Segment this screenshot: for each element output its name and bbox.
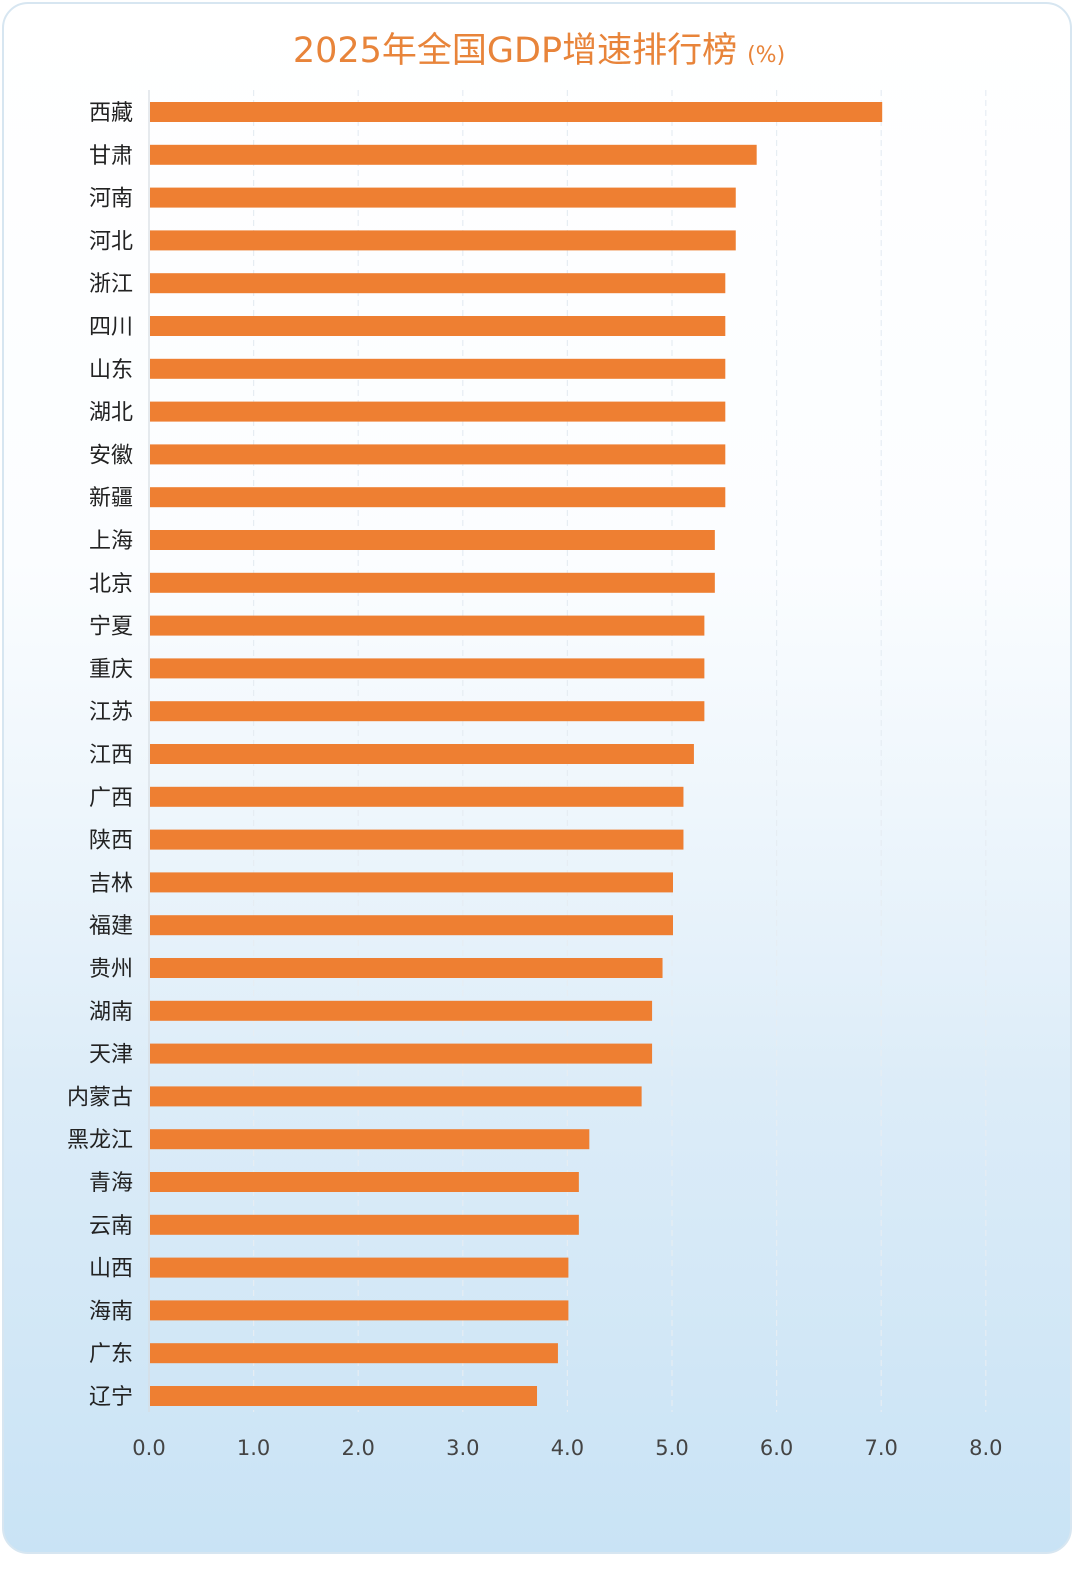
bar [150,1043,653,1064]
category-label: 新疆 [89,486,133,511]
category-label: 青海 [89,1171,133,1196]
category-label: 甘肃 [89,144,133,169]
x-tick-label: 7.0 [864,1436,897,1460]
category-label: 宁夏 [89,615,133,640]
category-label: 山西 [89,1257,133,1282]
bar [150,1300,569,1321]
category-label: 西藏 [89,101,133,126]
bar [150,144,757,165]
bar [150,487,726,508]
category-label: 北京 [89,572,133,597]
category-label: 河北 [89,229,133,254]
category-label: 江苏 [89,700,133,725]
category-label: 安徽 [89,443,133,468]
category-label: 广西 [89,786,133,811]
category-label: 上海 [89,529,133,554]
bar [150,701,705,722]
bar [150,1214,579,1235]
x-tick-label: 0.0 [132,1436,165,1460]
category-label: 海南 [89,1299,133,1324]
bar [150,102,883,122]
category-label: 贵州 [89,957,133,982]
x-tick-label: 4.0 [551,1436,584,1460]
category-label: 广东 [89,1342,133,1367]
category-label: 湖南 [89,1000,133,1025]
category-label: 天津 [89,1043,133,1068]
chart-card: 2025年全国GDP增速排行榜 (%) [2,2,1072,1554]
bar [150,1172,579,1192]
category-label: 黑龙江 [67,1128,133,1153]
category-label: 云南 [89,1214,133,1239]
bar [150,744,694,764]
bar [150,915,673,936]
bar [150,530,715,550]
bar [150,615,705,636]
bar [150,829,684,850]
category-label: 辽宁 [89,1385,133,1410]
bar [150,273,726,294]
bar [150,358,726,379]
chart-title-wrap: 2025年全国GDP增速排行榜 (%) [4,22,1070,73]
bar [150,1257,569,1278]
category-label: 福建 [89,914,133,939]
category-label: 陕西 [89,829,133,854]
bar [150,572,715,593]
x-tick-label: 2.0 [341,1436,374,1460]
x-tick-label: 8.0 [969,1436,1002,1460]
bar [150,1000,653,1021]
bar [150,786,684,807]
bar [150,187,736,208]
category-label: 浙江 [89,272,133,297]
category-label: 山东 [89,358,133,383]
bar [150,1129,590,1150]
category-label: 湖北 [89,401,133,426]
bar [150,958,663,978]
category-label: 江西 [89,743,133,768]
category-label: 内蒙古 [67,1085,133,1110]
category-label: 四川 [89,315,133,340]
category-label: 河南 [89,187,133,212]
bar [150,316,726,336]
bar [150,401,726,422]
category-label: 吉林 [89,871,133,896]
bar [150,1086,642,1107]
bar [150,230,736,251]
category-label: 重庆 [89,657,133,682]
chart-unit: (%) [747,43,786,68]
bar [150,444,726,465]
bar [150,872,673,893]
chart-title: 2025年全国GDP增速排行榜 [292,31,738,71]
bar [150,1343,558,1364]
bar [150,1386,538,1406]
x-tick-label: 5.0 [655,1436,688,1460]
x-tick-label: 1.0 [237,1436,270,1460]
bar [150,658,705,679]
x-tick-label: 3.0 [446,1436,479,1460]
x-tick-label: 6.0 [760,1436,793,1460]
